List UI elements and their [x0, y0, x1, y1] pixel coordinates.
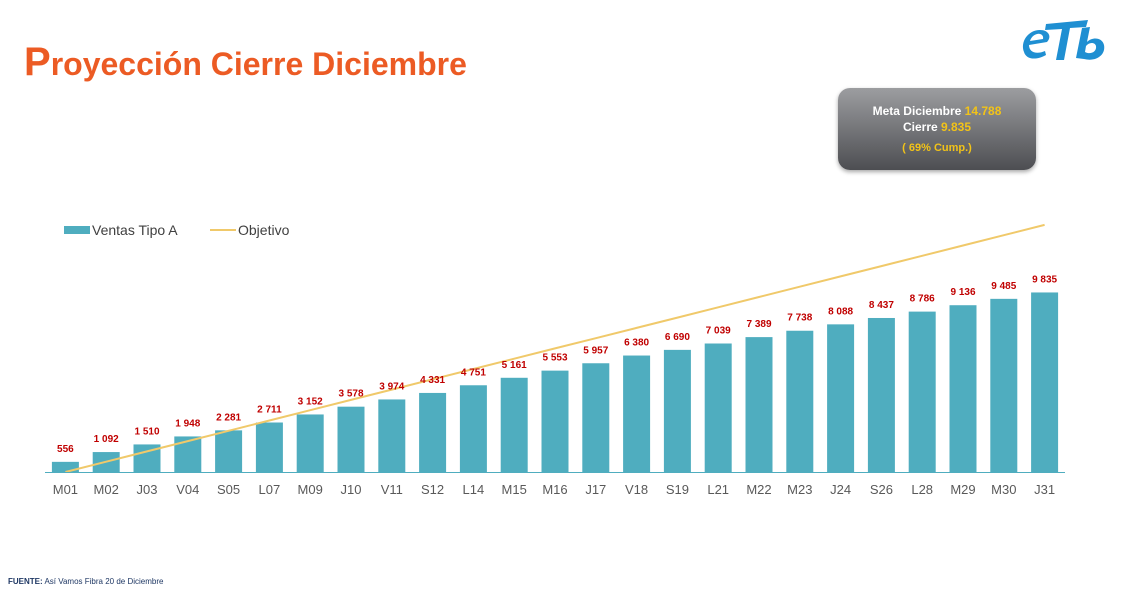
bar-s05: [215, 430, 243, 472]
bar-j31: [1031, 292, 1059, 472]
x-tick-l28: L28: [911, 482, 933, 497]
bar-s12: [419, 392, 447, 472]
x-tick-m09: M09: [298, 482, 323, 497]
bar-l28: [908, 311, 936, 472]
x-tick-j31: J31: [1034, 482, 1055, 497]
value-label-m16: 5 553: [542, 353, 567, 364]
legend-label-ventas: Ventas Tipo A: [92, 222, 178, 238]
x-tick-s19: S19: [666, 482, 689, 497]
etb-logo: [1022, 20, 1105, 60]
source-text: Así Vamos Fibra 20 de Diciembre: [42, 577, 164, 586]
bar-m15: [500, 377, 528, 472]
x-axis-labels: M01 M02 J03 V04 S05 L07 M09 J10 V11 S12 L14 M15 M16 J…: [53, 482, 1055, 497]
value-label-l07: 2 711: [257, 405, 282, 416]
value-label-m23: 7 738: [787, 313, 812, 324]
x-tick-j10: J10: [341, 482, 362, 497]
value-label-m01: 556: [57, 444, 74, 455]
value-label-j03: 1 510: [134, 426, 159, 437]
source-note: FUENTE: Así Vamos Fibra 20 de Diciembre: [8, 577, 163, 586]
x-tick-l21: L21: [707, 482, 729, 497]
x-tick-m23: M23: [787, 482, 812, 497]
x-tick-v18: V18: [625, 482, 648, 497]
value-label-l14: 4 751: [461, 367, 486, 378]
legend-label-objetivo: Objetivo: [238, 222, 290, 238]
page-title: Proyección Cierre Diciembre: [24, 40, 467, 85]
line-series: [65, 223, 1045, 473]
value-label-s19: 6 690: [665, 332, 690, 343]
bar-m29: [949, 305, 977, 472]
bar-l14: [459, 385, 487, 472]
value-label-j17: 5 957: [583, 345, 608, 356]
cierre-line: Cierre 9.835: [838, 120, 1036, 134]
value-label-s12: 4 331: [420, 375, 445, 386]
value-label-m15: 5 161: [502, 360, 527, 371]
bar-j17: [582, 363, 610, 472]
value-label-j31: 9 835: [1032, 274, 1057, 285]
legend-swatch-ventas: [64, 226, 90, 234]
bar-v11: [378, 399, 406, 472]
value-label-s26: 8 437: [869, 300, 894, 311]
value-label-s05: 2 281: [216, 412, 241, 423]
bar-s26: [867, 317, 895, 472]
value-label-v11: 3 974: [379, 381, 404, 392]
value-label-v18: 6 380: [624, 338, 649, 349]
x-tick-v04: V04: [176, 482, 199, 497]
value-label-m22: 7 389: [746, 319, 771, 330]
page-title-initial: P: [24, 40, 51, 84]
source-label: FUENTE:: [8, 577, 43, 586]
value-label-l28: 8 786: [910, 294, 935, 305]
x-tick-m30: M30: [991, 482, 1016, 497]
bar-l21: [704, 343, 732, 472]
bar-m16: [541, 370, 569, 472]
value-label-l21: 7 039: [706, 326, 731, 337]
bar-m23: [786, 330, 814, 472]
x-tick-m22: M22: [746, 482, 771, 497]
x-tick-j03: J03: [137, 482, 158, 497]
x-tick-m16: M16: [542, 482, 567, 497]
x-tick-m15: M15: [502, 482, 527, 497]
cumplimiento-text: ( 69% Cump.): [902, 142, 972, 154]
x-tick-s26: S26: [870, 482, 893, 497]
value-label-v04: 1 948: [175, 418, 200, 429]
cierre-value: 9.835: [941, 120, 972, 134]
x-tick-m29: M29: [950, 482, 975, 497]
bar-series: [51, 292, 1059, 472]
value-label-m30: 9 485: [991, 281, 1016, 292]
data-labels: 556 1 092 1 510 1 948 2 281 2 711 3 152 3 578 3 …: [57, 274, 1057, 454]
x-tick-j17: J17: [585, 482, 606, 497]
page-title-rest: royección Cierre Diciembre: [50, 46, 467, 82]
meta-label: Meta Diciembre: [872, 104, 965, 118]
bar-j10: [337, 406, 365, 472]
x-tick-s12: S12: [421, 482, 444, 497]
bar-s19: [663, 349, 691, 472]
x-tick-l07: L07: [259, 482, 281, 497]
chart-legend: Ventas Tipo A Objetivo: [64, 222, 290, 238]
bar-l07: [255, 422, 283, 472]
x-tick-v11: V11: [381, 482, 403, 497]
goal-callout: Meta Diciembre 14.788 Cierre 9.835 ( 69%…: [838, 88, 1036, 170]
bar-m01: [51, 461, 79, 472]
bar-m30: [990, 298, 1018, 472]
x-tick-s05: S05: [217, 482, 240, 497]
bar-m22: [745, 337, 773, 472]
bar-m09: [296, 414, 324, 472]
value-label-j24: 8 088: [828, 306, 853, 317]
x-tick-m01: M01: [53, 482, 78, 497]
meta-value: 14.788: [964, 104, 1002, 118]
bar-j24: [827, 324, 855, 472]
value-label-m29: 9 136: [950, 287, 975, 298]
cierre-label: Cierre: [902, 120, 941, 134]
x-tick-m02: M02: [94, 482, 119, 497]
x-tick-j24: J24: [830, 482, 851, 497]
objetivo-line: [65, 223, 1045, 473]
meta-line: Meta Diciembre 14.788: [838, 104, 1036, 118]
value-label-j10: 3 578: [338, 389, 363, 400]
x-tick-l14: L14: [463, 482, 485, 497]
value-label-m02: 1 092: [94, 434, 119, 445]
bar-v18: [623, 355, 651, 472]
value-label-m09: 3 152: [298, 396, 323, 407]
